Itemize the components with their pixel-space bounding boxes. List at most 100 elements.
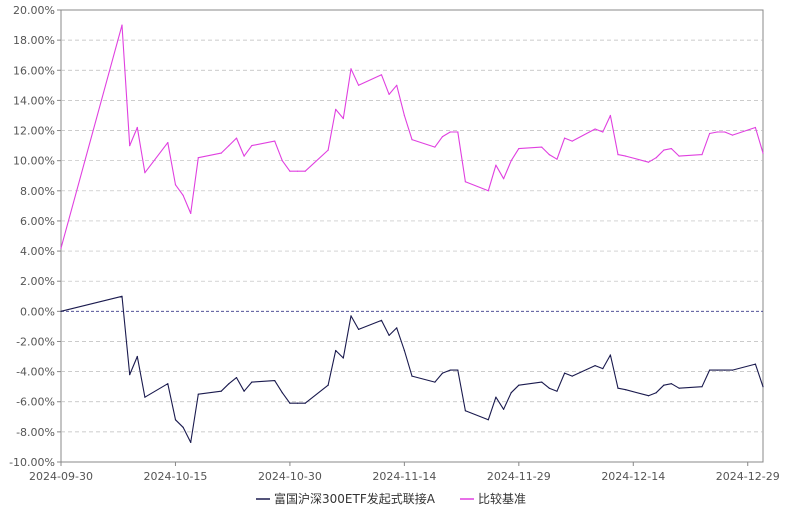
data-point: [304, 402, 306, 404]
data-point: [678, 155, 680, 157]
data-point: [388, 334, 390, 336]
y-tick-label: 12.00%: [13, 125, 55, 138]
data-point: [556, 158, 558, 160]
data-point: [602, 368, 604, 370]
data-point: [403, 114, 405, 117]
data-point: [296, 402, 299, 404]
data-point: [144, 396, 146, 398]
data-point: [396, 327, 398, 329]
legend: 富国沪深300ETF发起式联接A 比较基准: [256, 491, 526, 506]
data-point: [358, 84, 360, 86]
data-point: [655, 157, 657, 159]
data-point: [335, 108, 337, 110]
data-point: [335, 349, 337, 352]
y-tick-label: -8.00%: [16, 426, 55, 439]
data-point: [197, 157, 199, 159]
data-point: [350, 68, 352, 70]
data-point: [701, 386, 703, 388]
data-point: [724, 369, 726, 371]
data-point: [144, 172, 146, 174]
y-tick-label: 18.00%: [13, 34, 55, 47]
y-tick-label: 2.00%: [20, 275, 55, 288]
data-point: [609, 114, 612, 117]
legend-label-series1: 富国沪深300ETF发起式联接A: [274, 491, 436, 506]
data-point: [281, 160, 283, 162]
x-axis-ticks: 2024-09-30 2024-10-15 2024-10-30 2024-11-14…: [29, 462, 780, 483]
data-point: [663, 149, 665, 151]
series-points-2: [60, 24, 764, 249]
data-point: [129, 145, 131, 147]
series-line-2: [60, 24, 764, 249]
series-lines: [60, 24, 764, 443]
data-point: [716, 131, 718, 133]
y-tick-label: -6.00%: [16, 396, 55, 409]
data-point: [571, 375, 573, 377]
data-point: [182, 426, 184, 428]
data-point: [235, 377, 238, 379]
data-point: [411, 375, 413, 377]
data-point: [243, 390, 245, 392]
data-point: [647, 161, 650, 163]
data-point: [724, 131, 726, 133]
data-point: [388, 93, 390, 95]
data-point: [609, 354, 612, 356]
y-tick-label: 20.00%: [13, 4, 55, 17]
data-point: [380, 319, 383, 321]
data-point: [358, 328, 360, 330]
x-tick-label: 2024-12-14: [601, 470, 665, 483]
y-tick-label: 16.00%: [13, 64, 55, 77]
data-point: [121, 24, 123, 26]
data-point: [510, 392, 512, 394]
data-point: [129, 374, 131, 376]
data-point: [281, 392, 283, 394]
data-point: [754, 126, 757, 129]
data-point: [709, 132, 711, 135]
data-point: [121, 295, 123, 297]
data-point: [464, 410, 466, 412]
legend-label-series2: 比较基准: [478, 491, 526, 506]
x-tick-label: 2024-10-30: [258, 470, 322, 483]
data-point: [655, 392, 657, 394]
data-point: [670, 148, 673, 150]
data-point: [663, 384, 665, 386]
data-point: [548, 154, 550, 156]
data-point: [327, 149, 329, 151]
data-point: [731, 369, 734, 371]
y-tick-label: -2.00%: [16, 335, 55, 348]
data-point: [304, 170, 306, 172]
data-point: [296, 170, 299, 172]
data-point: [625, 155, 627, 157]
data-point: [380, 74, 383, 76]
data-point: [434, 381, 436, 383]
data-point: [571, 140, 573, 142]
data-point: [167, 383, 169, 385]
series-line-1: [60, 295, 764, 443]
y-tick-label: -4.00%: [16, 366, 55, 379]
data-point: [762, 386, 764, 388]
data-point: [541, 146, 543, 148]
data-point: [174, 184, 177, 186]
data-point: [625, 389, 627, 391]
data-point: [289, 402, 291, 404]
data-point: [564, 137, 566, 139]
data-point: [731, 134, 734, 136]
data-point: [174, 419, 177, 421]
y-tick-label: 6.00%: [20, 215, 55, 228]
x-tick-label: 2024-10-15: [143, 470, 207, 483]
data-point: [441, 136, 444, 138]
data-point: [441, 372, 444, 374]
data-point: [678, 387, 680, 389]
data-point: [182, 194, 184, 196]
data-point: [503, 408, 505, 410]
data-point: [251, 381, 253, 383]
data-point: [564, 372, 566, 374]
data-point: [342, 357, 344, 359]
grid-lines: [60, 9, 764, 463]
data-point: [396, 84, 398, 86]
data-point: [503, 178, 505, 180]
data-point: [487, 419, 489, 421]
data-point: [243, 155, 245, 157]
series-points-1: [60, 295, 764, 443]
data-point: [518, 148, 520, 150]
data-point: [548, 387, 550, 389]
